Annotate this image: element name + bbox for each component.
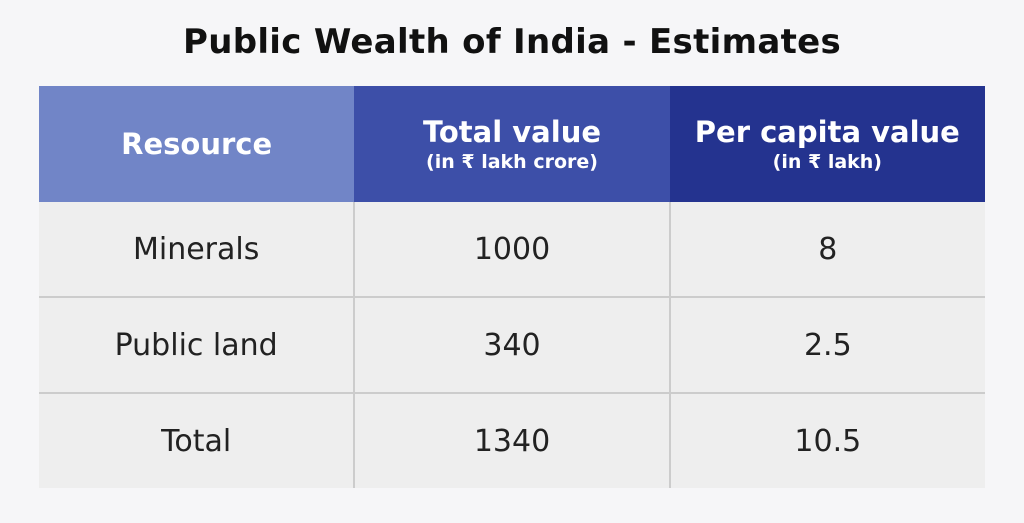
header-per-capita-value: Per capita value (in ₹ lakh) [669, 86, 985, 202]
cell-total-value: 1340 [354, 393, 671, 488]
header-per-capita-unit: (in ₹ lakh) [772, 151, 882, 173]
chart-title: Public Wealth of India - Estimates [182, 22, 842, 62]
wealth-table: Resource Total value (in ₹ lakh crore) P… [39, 86, 985, 488]
cell-total-value: 340 [354, 297, 671, 394]
header-total-value-unit: (in ₹ lakh crore) [426, 151, 598, 173]
cell-per-capita-value: 10.5 [669, 393, 985, 488]
cell-per-capita-value: 8 [669, 202, 985, 298]
header-row: Resource Total value (in ₹ lakh crore) P… [39, 86, 985, 202]
cell-resource: Total [39, 393, 356, 488]
header-total-value: Total value (in ₹ lakh crore) [354, 86, 670, 202]
cell-resource: Public land [39, 297, 356, 394]
header-total-value-label: Total value [422, 115, 602, 149]
table-row: Total 1340 10.5 [39, 393, 985, 488]
table-row: Public land 340 2.5 [39, 297, 985, 394]
header-resource-label: Resource [121, 127, 273, 161]
cell-total-value: 1000 [354, 202, 671, 298]
cell-resource: Minerals [39, 202, 356, 298]
table-row: Minerals 1000 8 [39, 202, 985, 298]
cell-per-capita-value: 2.5 [669, 297, 985, 394]
header-resource: Resource [39, 86, 355, 202]
header-per-capita-label: Per capita value [694, 115, 960, 149]
